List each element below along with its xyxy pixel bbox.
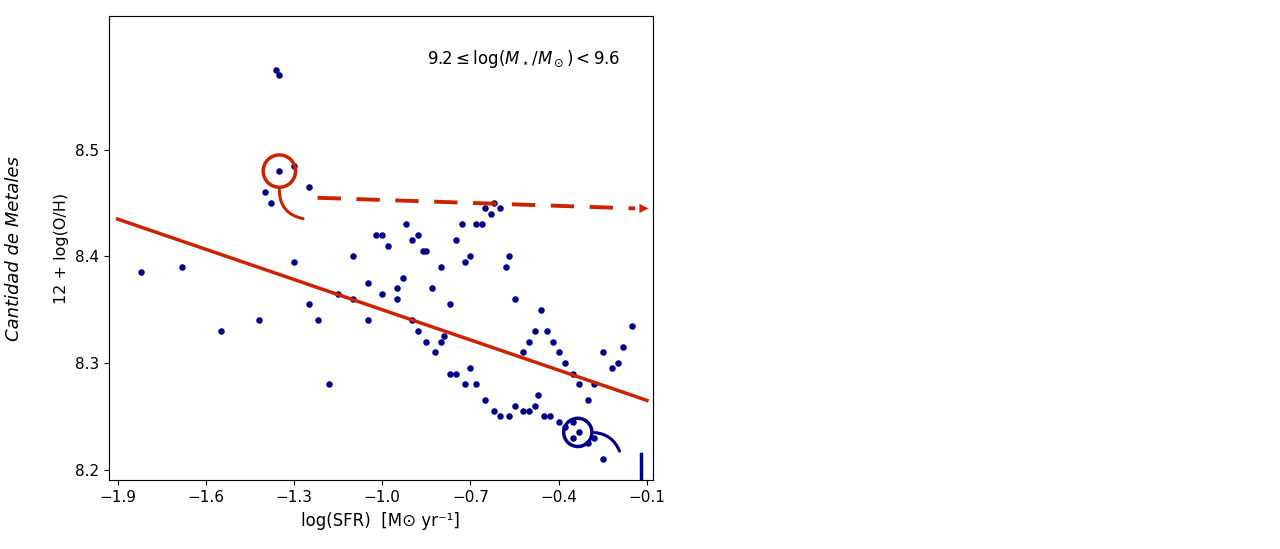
Text: Cantidad de Metales: Cantidad de Metales <box>5 156 23 341</box>
Point <box>563 417 584 426</box>
Point <box>525 327 545 335</box>
Point <box>570 428 590 437</box>
Point <box>343 295 364 304</box>
Point <box>613 343 634 351</box>
Point <box>536 327 557 335</box>
Point <box>269 71 289 80</box>
Point <box>472 220 493 229</box>
Point <box>413 247 434 255</box>
Point <box>210 327 230 335</box>
Point <box>490 204 511 213</box>
Point <box>504 401 525 410</box>
Point <box>319 380 339 389</box>
Point <box>498 412 518 421</box>
Point <box>366 231 387 239</box>
Point <box>520 407 540 416</box>
Point <box>445 236 466 245</box>
Point <box>422 284 443 293</box>
Point <box>540 412 561 421</box>
Point <box>439 300 460 309</box>
Point <box>548 417 568 426</box>
Point <box>343 252 364 261</box>
Point <box>466 220 486 229</box>
Point <box>416 247 436 255</box>
Point <box>431 262 452 271</box>
Point <box>307 316 328 325</box>
Y-axis label: 12 + log(O/H): 12 + log(O/H) <box>54 193 69 304</box>
Point <box>266 65 287 74</box>
Point <box>454 380 475 389</box>
Point <box>387 295 407 304</box>
Point <box>372 231 393 239</box>
Point <box>548 348 568 357</box>
Point <box>284 257 305 266</box>
Point <box>407 231 428 239</box>
Point <box>490 412 511 421</box>
Point <box>481 209 502 218</box>
Point <box>357 279 378 288</box>
Point <box>531 305 552 314</box>
Point <box>577 396 598 405</box>
Point <box>396 220 416 229</box>
Point <box>461 364 481 373</box>
Point <box>495 262 516 271</box>
Point <box>393 273 413 282</box>
Point <box>431 337 452 346</box>
Point <box>554 358 575 367</box>
Point <box>407 327 428 335</box>
Point <box>357 316 378 325</box>
Point <box>439 369 460 378</box>
Point <box>248 316 269 325</box>
Point <box>484 199 504 208</box>
Point <box>498 252 518 261</box>
Point <box>570 380 590 389</box>
Point <box>554 423 575 432</box>
Point <box>525 401 545 410</box>
Point <box>454 257 475 266</box>
Point <box>255 188 275 197</box>
X-axis label: log(SFR)  [M⊙ yr⁻¹]: log(SFR) [M⊙ yr⁻¹] <box>301 512 461 530</box>
Point <box>622 321 643 330</box>
Point <box>475 396 495 405</box>
Point <box>387 284 407 293</box>
Point <box>425 348 445 357</box>
Point <box>402 236 422 245</box>
Point <box>284 161 305 170</box>
Point <box>543 337 563 346</box>
Point <box>445 369 466 378</box>
Point <box>563 433 584 442</box>
Point <box>584 380 604 389</box>
Point <box>584 433 604 442</box>
Point <box>534 412 554 421</box>
Point <box>484 407 504 416</box>
Point <box>520 337 540 346</box>
Point <box>434 332 454 341</box>
Point <box>372 289 393 298</box>
Point <box>402 316 422 325</box>
Point <box>260 199 280 208</box>
Point <box>602 364 622 373</box>
Point <box>269 167 289 176</box>
Point <box>513 348 534 357</box>
Point <box>513 407 534 416</box>
Point <box>475 204 495 213</box>
Point <box>172 262 192 271</box>
Point <box>378 242 398 250</box>
Point <box>593 455 613 463</box>
Point <box>298 183 319 192</box>
Point <box>466 380 486 389</box>
Point <box>563 369 584 378</box>
Point <box>298 300 319 309</box>
Point <box>577 439 598 447</box>
Text: $9.2 \leq \log(M_\star/M_\odot) < 9.6$: $9.2 \leq \log(M_\star/M_\odot) < 9.6$ <box>426 48 620 70</box>
Point <box>607 358 627 367</box>
Point <box>131 268 151 277</box>
Point <box>328 289 348 298</box>
Point <box>461 252 481 261</box>
Point <box>416 337 436 346</box>
Point <box>593 348 613 357</box>
Point <box>452 220 472 229</box>
Point <box>504 295 525 304</box>
Point <box>527 391 548 400</box>
